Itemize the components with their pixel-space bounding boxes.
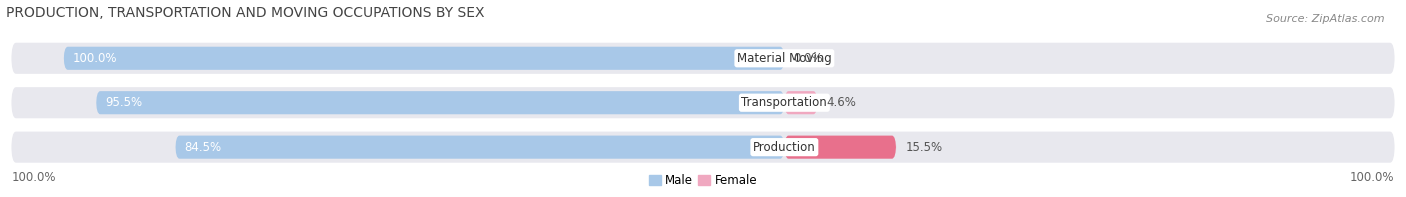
Text: 0.0%: 0.0% — [793, 52, 824, 65]
Text: PRODUCTION, TRANSPORTATION AND MOVING OCCUPATIONS BY SEX: PRODUCTION, TRANSPORTATION AND MOVING OC… — [6, 6, 484, 20]
Text: 100.0%: 100.0% — [73, 52, 118, 65]
Text: 100.0%: 100.0% — [11, 171, 56, 184]
Text: Material Moving: Material Moving — [737, 52, 832, 65]
FancyBboxPatch shape — [785, 136, 896, 159]
FancyBboxPatch shape — [11, 43, 1395, 74]
Text: 84.5%: 84.5% — [184, 141, 222, 154]
FancyBboxPatch shape — [11, 132, 1395, 163]
Text: 15.5%: 15.5% — [905, 141, 942, 154]
Text: Transportation: Transportation — [741, 96, 827, 109]
FancyBboxPatch shape — [96, 91, 785, 114]
FancyBboxPatch shape — [176, 136, 785, 159]
FancyBboxPatch shape — [63, 47, 785, 70]
Legend: Male, Female: Male, Female — [644, 169, 762, 192]
FancyBboxPatch shape — [11, 87, 1395, 118]
Text: Source: ZipAtlas.com: Source: ZipAtlas.com — [1267, 14, 1385, 24]
FancyBboxPatch shape — [785, 91, 817, 114]
Text: 95.5%: 95.5% — [105, 96, 142, 109]
Text: 4.6%: 4.6% — [827, 96, 856, 109]
Text: 100.0%: 100.0% — [1350, 171, 1395, 184]
Text: Production: Production — [754, 141, 815, 154]
